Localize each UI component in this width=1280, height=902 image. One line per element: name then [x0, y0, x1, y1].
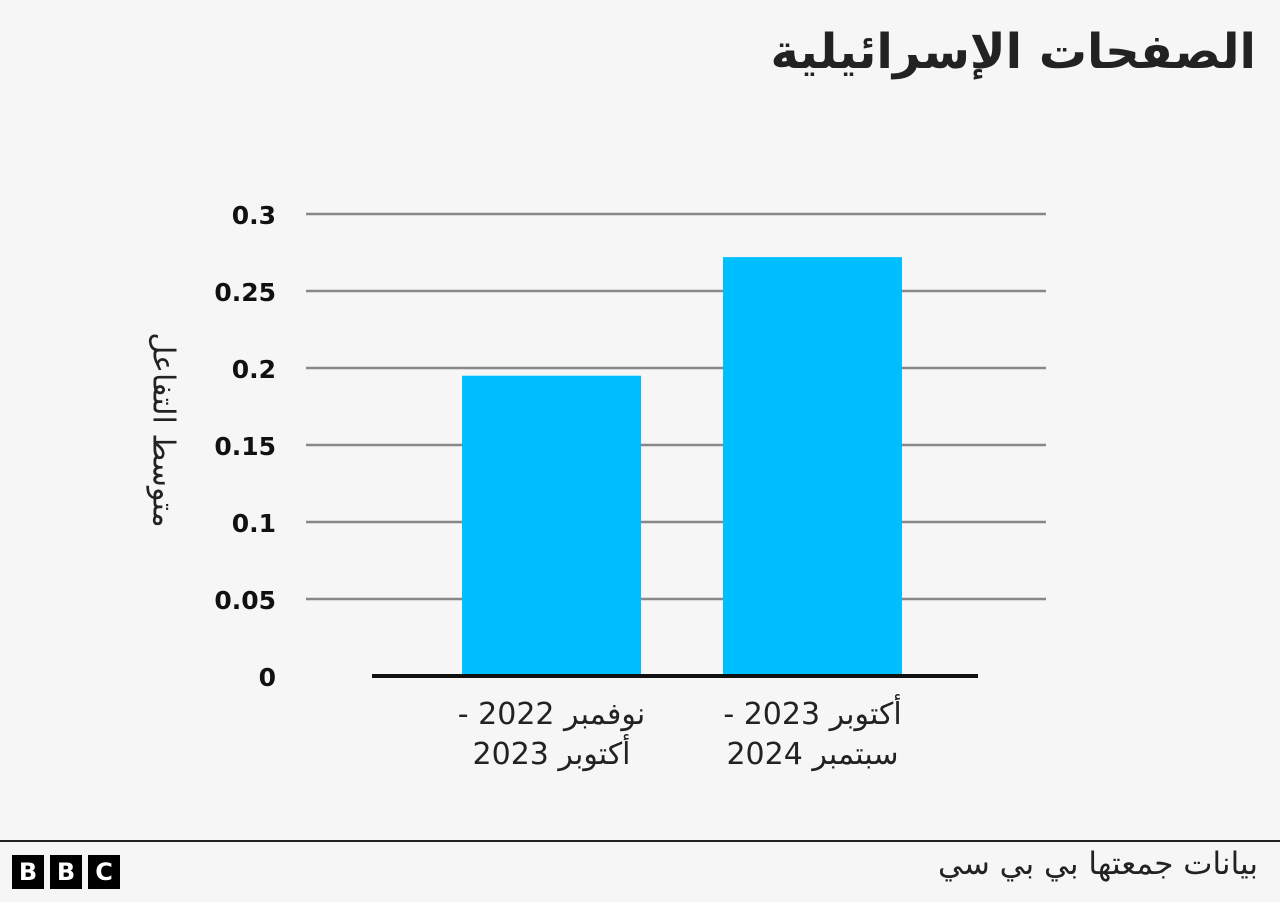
x-tick-labels: نوفمبر 2022 -أكتوبر 2023 أكتوبر 2023 - سبت…: [458, 693, 902, 772]
x-tick-label-line: أكتوبر 2023: [473, 733, 631, 772]
x-tick-label: نوفمبر 2022 -أكتوبر 2023: [458, 697, 645, 772]
y-tick-label: 0.1: [232, 509, 276, 538]
gridlines: [306, 212, 1046, 601]
bbc-logo-block: C: [88, 855, 120, 889]
bbc-logo-block: B: [50, 855, 82, 889]
y-tick-label: 0.05: [214, 586, 276, 615]
bar-chart: 00.050.10.150.20.250.3 نوفمبر 2022 -أكتو…: [146, 201, 1046, 772]
y-tick-labels: 0 0.05 0.1 0.15 0.2 0.25 0.3: [214, 201, 276, 692]
footer-divider: [0, 840, 1280, 842]
y-tick-label: 0.3: [232, 201, 276, 230]
bar: [723, 257, 902, 676]
bar: [462, 375, 641, 676]
bbc-logo: B B C: [12, 855, 120, 889]
bbc-logo-block: B: [12, 855, 44, 889]
x-tick-label: أكتوبر 2023 - سبتمبر 2024: [723, 693, 901, 772]
x-tick-label-line: أكتوبر 2023 -: [723, 693, 901, 732]
y-tick-label: 0.2: [232, 355, 276, 384]
y-tick-label: 0.25: [214, 278, 276, 307]
y-axis-label: متوسط التفاعل: [146, 332, 181, 527]
chart-title: الصفحات الإسرائيلية: [770, 24, 1256, 80]
bars: [462, 257, 902, 676]
footer-source: بيانات جمعتها بي بي سي: [938, 846, 1258, 882]
x-tick-label-line: نوفمبر 2022 -: [458, 697, 645, 732]
y-tick-label: 0: [259, 663, 276, 692]
y-tick-label: 0.15: [214, 432, 276, 461]
x-tick-label-line: سبتمبر 2024: [726, 737, 898, 772]
